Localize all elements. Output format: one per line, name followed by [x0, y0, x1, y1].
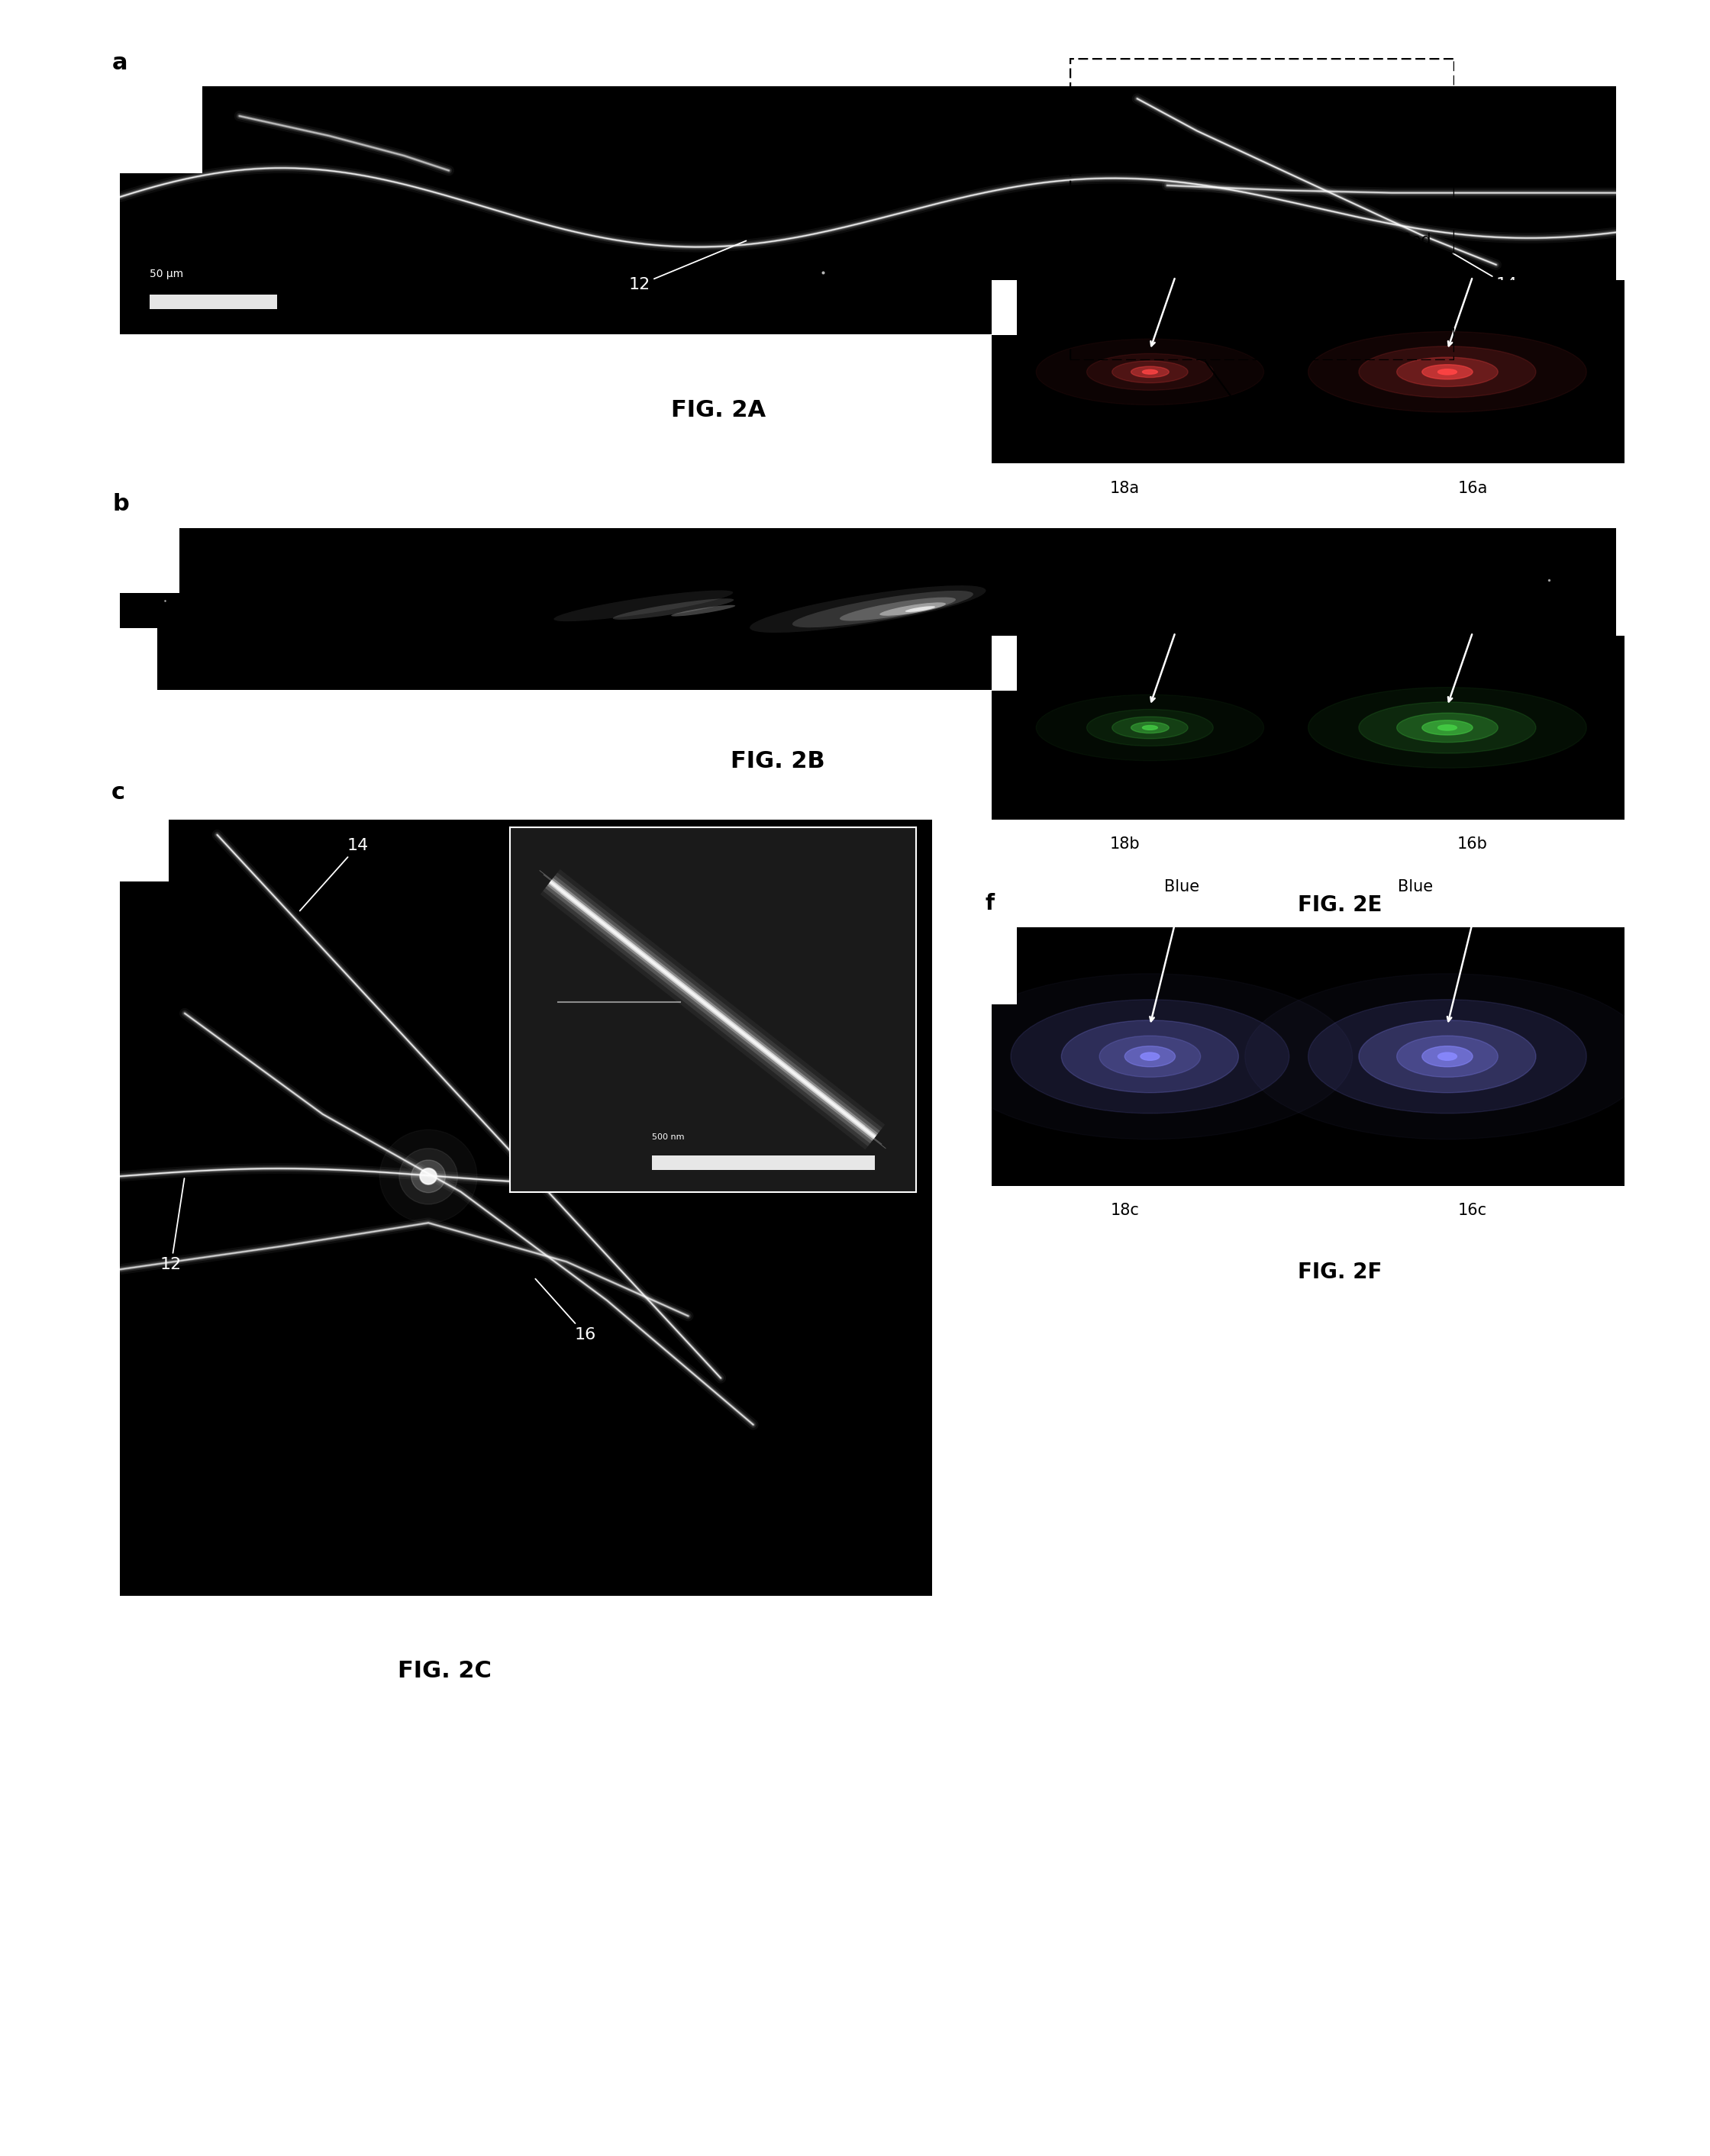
Text: b: b	[113, 494, 128, 515]
Circle shape	[1308, 688, 1587, 768]
Text: FIG. 2E: FIG. 2E	[1298, 895, 1382, 916]
Circle shape	[398, 1149, 458, 1205]
Circle shape	[1130, 722, 1170, 733]
Circle shape	[1141, 1052, 1159, 1061]
Circle shape	[1308, 1000, 1587, 1112]
Text: 16a: 16a	[1457, 481, 1488, 496]
Text: Blue: Blue	[1165, 880, 1199, 895]
Text: 18c: 18c	[1110, 1203, 1139, 1218]
Circle shape	[1423, 364, 1472, 379]
Text: FIG. 2D: FIG. 2D	[1296, 539, 1383, 561]
Circle shape	[1062, 1020, 1238, 1093]
Circle shape	[1308, 332, 1587, 412]
Text: 14: 14	[299, 839, 369, 910]
Text: 16b: 16b	[1457, 837, 1488, 852]
Circle shape	[1036, 694, 1264, 761]
Text: 12: 12	[161, 1179, 185, 1272]
Ellipse shape	[792, 591, 973, 627]
Text: 18b: 18b	[1110, 837, 1141, 852]
Ellipse shape	[670, 606, 735, 617]
Circle shape	[1036, 338, 1264, 405]
Text: 500 nm: 500 nm	[652, 1134, 684, 1141]
Circle shape	[1438, 369, 1457, 375]
FancyBboxPatch shape	[120, 86, 202, 172]
Text: FIG. 2C: FIG. 2C	[398, 1660, 491, 1682]
Text: Green: Green	[1158, 589, 1206, 604]
Circle shape	[1397, 358, 1498, 386]
Circle shape	[1130, 367, 1170, 377]
FancyBboxPatch shape	[120, 630, 157, 690]
Circle shape	[1112, 360, 1188, 384]
Circle shape	[1062, 1020, 1238, 1093]
Text: Green: Green	[1392, 589, 1440, 604]
Circle shape	[1359, 1020, 1536, 1093]
Circle shape	[1100, 1035, 1200, 1078]
Text: FIG. 2A: FIG. 2A	[670, 399, 766, 420]
Ellipse shape	[612, 599, 734, 619]
Circle shape	[1359, 703, 1536, 752]
Ellipse shape	[905, 606, 935, 612]
Bar	[150, 295, 277, 308]
Circle shape	[1112, 716, 1188, 740]
Circle shape	[1086, 354, 1214, 390]
Text: 2C: 2C	[1206, 362, 1276, 448]
Circle shape	[1423, 1046, 1472, 1067]
Text: 12: 12	[629, 241, 746, 293]
FancyBboxPatch shape	[992, 636, 1017, 690]
Circle shape	[1397, 1035, 1498, 1078]
Circle shape	[1142, 724, 1158, 731]
FancyBboxPatch shape	[120, 819, 168, 882]
Text: 50 μm: 50 μm	[150, 270, 183, 280]
Ellipse shape	[554, 591, 734, 621]
Circle shape	[419, 1169, 438, 1184]
Circle shape	[1438, 724, 1457, 731]
Text: 14: 14	[1454, 254, 1518, 293]
Circle shape	[1011, 1000, 1289, 1112]
Text: Blue: Blue	[1399, 880, 1433, 895]
FancyBboxPatch shape	[992, 927, 1017, 1005]
Ellipse shape	[840, 597, 956, 621]
Text: e: e	[985, 606, 1000, 627]
FancyBboxPatch shape	[120, 528, 180, 593]
Text: f: f	[985, 893, 995, 914]
Text: Red: Red	[1400, 233, 1431, 248]
Circle shape	[1423, 720, 1472, 735]
Circle shape	[421, 1169, 436, 1184]
Circle shape	[1011, 1000, 1289, 1112]
Circle shape	[1359, 1020, 1536, 1093]
Circle shape	[1359, 347, 1536, 397]
Text: d: d	[985, 250, 1000, 272]
Text: 16: 16	[535, 1279, 597, 1343]
Text: 16c: 16c	[1459, 1203, 1488, 1218]
Ellipse shape	[879, 602, 946, 617]
FancyBboxPatch shape	[992, 280, 1017, 334]
Text: FIG. 2B: FIG. 2B	[730, 750, 826, 772]
Bar	[652, 1156, 876, 1171]
Circle shape	[1142, 369, 1158, 375]
Text: c: c	[111, 783, 125, 804]
Circle shape	[1397, 714, 1498, 742]
Ellipse shape	[749, 586, 987, 632]
Circle shape	[1308, 1000, 1587, 1112]
Circle shape	[1086, 709, 1214, 746]
Text: a: a	[113, 52, 128, 73]
Text: 18a: 18a	[1110, 481, 1139, 496]
Circle shape	[412, 1160, 445, 1192]
Text: Red: Red	[1166, 233, 1197, 248]
Circle shape	[1438, 1052, 1457, 1061]
Circle shape	[1125, 1046, 1175, 1067]
Text: FIG. 2F: FIG. 2F	[1298, 1261, 1382, 1283]
